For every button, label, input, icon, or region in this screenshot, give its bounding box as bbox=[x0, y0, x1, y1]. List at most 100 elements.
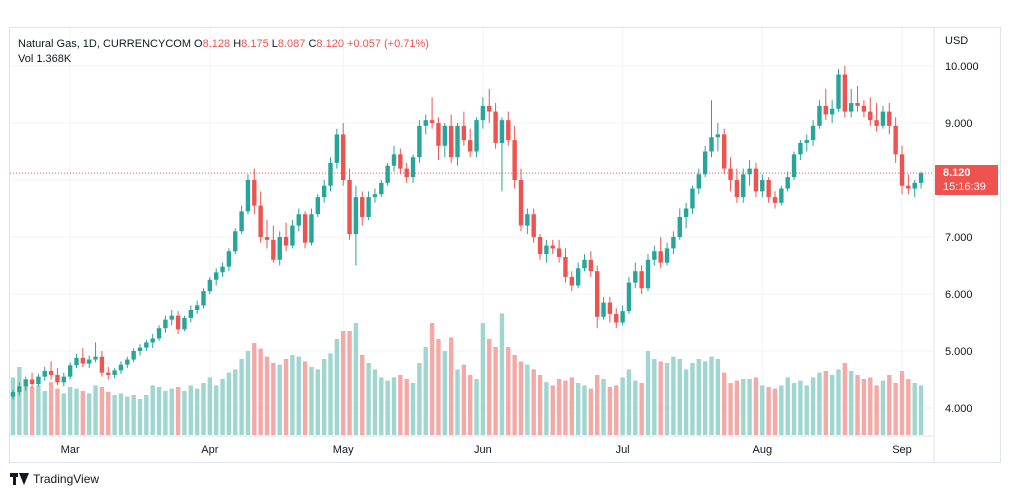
time-axis[interactable]: Mar Apr May Jun Jul Aug Sep bbox=[10, 435, 933, 456]
candle-body[interactable] bbox=[423, 120, 428, 126]
candle-body[interactable] bbox=[518, 180, 524, 226]
candle-body[interactable] bbox=[791, 154, 797, 178]
candle-body[interactable] bbox=[277, 237, 282, 260]
candle-body[interactable] bbox=[461, 125, 467, 141]
candle-body[interactable] bbox=[537, 237, 543, 255]
candle-body[interactable] bbox=[868, 111, 873, 121]
candle-body[interactable] bbox=[779, 188, 784, 203]
tradingview-footer[interactable]: TradingView bbox=[10, 472, 99, 486]
candle-body[interactable] bbox=[328, 162, 333, 186]
candle-body[interactable] bbox=[709, 137, 714, 152]
candle-body[interactable] bbox=[309, 214, 314, 243]
candle-body[interactable] bbox=[506, 120, 511, 141]
candle-body[interactable] bbox=[429, 120, 435, 123]
candle-body[interactable] bbox=[569, 276, 574, 286]
candle-body[interactable] bbox=[360, 197, 365, 218]
candle-body[interactable] bbox=[74, 357, 79, 366]
candle-body[interactable] bbox=[683, 208, 689, 218]
candle-body[interactable] bbox=[220, 266, 225, 273]
candle-body[interactable] bbox=[169, 315, 174, 320]
candle-body[interactable] bbox=[563, 256, 568, 277]
candle-body[interactable] bbox=[391, 154, 397, 166]
candle-body[interactable] bbox=[499, 120, 505, 143]
candle-body[interactable] bbox=[131, 351, 136, 360]
candle-body[interactable] bbox=[334, 134, 340, 163]
candle-body[interactable] bbox=[379, 182, 384, 195]
candle-body[interactable] bbox=[512, 140, 517, 180]
candle-body[interactable] bbox=[67, 365, 73, 377]
candle-body[interactable] bbox=[125, 359, 130, 365]
candle-body[interactable] bbox=[341, 134, 346, 180]
candle-body[interactable] bbox=[156, 328, 162, 339]
candle-body[interactable] bbox=[823, 105, 828, 115]
candle-body[interactable] bbox=[772, 197, 778, 203]
candle-body[interactable] bbox=[588, 259, 594, 272]
candle-body[interactable] bbox=[531, 214, 536, 237]
candle-body[interactable] bbox=[55, 374, 60, 383]
candle-body[interactable] bbox=[652, 251, 657, 260]
candle-body[interactable] bbox=[639, 271, 644, 289]
candle-body[interactable] bbox=[99, 356, 105, 373]
candle-body[interactable] bbox=[785, 177, 790, 189]
candle-body[interactable] bbox=[747, 168, 752, 175]
candle-body[interactable] bbox=[855, 103, 860, 106]
candle-body[interactable] bbox=[766, 180, 771, 198]
candle-body[interactable] bbox=[239, 211, 244, 232]
candle-body[interactable] bbox=[575, 268, 581, 286]
candle-body[interactable] bbox=[918, 173, 924, 183]
candle-body[interactable] bbox=[912, 182, 917, 189]
candle-body[interactable] bbox=[296, 214, 301, 226]
candle-body[interactable] bbox=[61, 376, 66, 383]
candle-body[interactable] bbox=[715, 134, 721, 138]
candle-body[interactable] bbox=[106, 372, 111, 375]
candle-body[interactable] bbox=[658, 251, 663, 263]
candle-body[interactable] bbox=[734, 180, 740, 198]
candle-body[interactable] bbox=[702, 151, 708, 175]
candle-body[interactable] bbox=[398, 154, 403, 169]
candle-body[interactable] bbox=[836, 74, 841, 109]
candle-body[interactable] bbox=[372, 194, 378, 198]
candle-body[interactable] bbox=[595, 271, 600, 317]
candle-body[interactable] bbox=[23, 379, 28, 387]
candle-body[interactable] bbox=[226, 251, 232, 267]
candle-body[interactable] bbox=[10, 392, 16, 397]
candle-body[interactable] bbox=[410, 157, 416, 178]
candle-body[interactable] bbox=[93, 356, 98, 360]
candle-body[interactable] bbox=[264, 237, 270, 240]
candle-body[interactable] bbox=[194, 305, 200, 310]
candle-body[interactable] bbox=[690, 188, 695, 209]
candle-body[interactable] bbox=[722, 134, 727, 169]
candle-body[interactable] bbox=[448, 125, 454, 158]
candle-body[interactable] bbox=[302, 214, 308, 243]
candle-body[interactable] bbox=[245, 180, 251, 212]
candle-body[interactable] bbox=[442, 125, 447, 146]
candle-body[interactable] bbox=[201, 291, 206, 306]
candle-body[interactable] bbox=[842, 74, 848, 112]
candle-body[interactable] bbox=[760, 180, 765, 192]
candle-body[interactable] bbox=[347, 180, 352, 235]
candle-body[interactable] bbox=[87, 359, 92, 364]
candle-body[interactable] bbox=[544, 245, 549, 255]
candle-body[interactable] bbox=[252, 180, 257, 206]
candle-body[interactable] bbox=[696, 174, 701, 189]
candle-body[interactable] bbox=[810, 125, 816, 141]
candle-body[interactable] bbox=[353, 197, 359, 235]
candle-body[interactable] bbox=[893, 125, 898, 155]
candle-body[interactable] bbox=[188, 309, 193, 318]
candle-body[interactable] bbox=[728, 168, 733, 180]
candle-body[interactable] bbox=[258, 205, 263, 237]
candle-body[interactable] bbox=[150, 338, 155, 343]
candle-body[interactable] bbox=[48, 370, 54, 375]
symbol-name[interactable]: Natural Gas, 1D, CURRENCYCOM bbox=[18, 38, 191, 50]
candle-body[interactable] bbox=[626, 282, 632, 312]
candle-body[interactable] bbox=[677, 217, 682, 237]
candle-body[interactable] bbox=[633, 271, 638, 283]
candle-body[interactable] bbox=[753, 168, 759, 192]
candle-body[interactable] bbox=[493, 111, 498, 143]
candle-body[interactable] bbox=[474, 120, 479, 152]
candle-body[interactable] bbox=[880, 111, 886, 126]
candle-body[interactable] bbox=[671, 237, 676, 249]
candle-body[interactable] bbox=[487, 105, 492, 112]
candle-body[interactable] bbox=[887, 111, 892, 126]
